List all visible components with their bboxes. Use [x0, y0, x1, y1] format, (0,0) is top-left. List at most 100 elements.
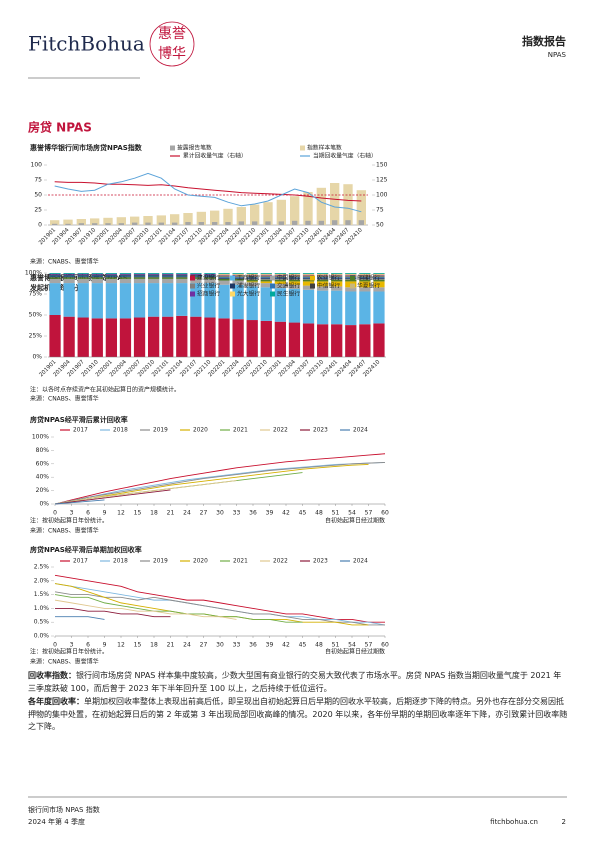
- bar-segment: [373, 273, 385, 275]
- y-tick-label: 50: [376, 222, 384, 229]
- bar-segment: [218, 278, 230, 279]
- y-tick-label: 1.0%: [34, 605, 50, 612]
- bar-segment: [359, 324, 371, 357]
- bar-segment: [218, 273, 230, 275]
- y-tick-label: 100%: [32, 434, 49, 441]
- bar-segment: [91, 278, 103, 284]
- bar-segment: [331, 324, 343, 357]
- legend-swatch: [190, 291, 195, 297]
- bar-segment: [105, 318, 118, 357]
- legend-label: 中国银行: [277, 274, 300, 282]
- bar-segment: [331, 273, 343, 275]
- bar-segment: [49, 277, 61, 279]
- legend-label: 2020: [193, 559, 208, 565]
- bar-segment: [373, 278, 385, 279]
- bar-segment: [147, 277, 160, 279]
- bar-segment: [316, 274, 329, 276]
- bar-segment: [190, 316, 202, 357]
- bar-segment: [373, 281, 385, 288]
- x-tick-label: 54: [348, 510, 356, 517]
- bar: [156, 215, 166, 225]
- bar-segment: [246, 278, 258, 280]
- bar-segment: [133, 273, 146, 274]
- bar-segment: [190, 276, 202, 278]
- bar-segment: [204, 277, 216, 279]
- y-tick-label: 75%: [29, 291, 43, 298]
- bar-segment: [246, 273, 258, 275]
- bar-segment: [316, 286, 329, 291]
- bar-segment: [331, 290, 343, 325]
- bar-segment: [373, 274, 385, 276]
- legend-swatch: [230, 291, 235, 297]
- y-tick-label: 25%: [29, 333, 43, 340]
- bar-segment: [77, 275, 89, 277]
- bar: [116, 217, 126, 225]
- bar-segment: [91, 276, 103, 278]
- bar-segment: [147, 283, 160, 317]
- x-tick-label: 51: [332, 642, 340, 649]
- bar-segment: [63, 316, 75, 357]
- legend-label: 2018: [113, 428, 128, 434]
- bar-segment: [105, 273, 118, 274]
- bar-segment: [260, 281, 272, 284]
- bar: [105, 223, 111, 225]
- bar: [292, 220, 298, 225]
- y-tick-label: 100: [31, 162, 43, 169]
- legend-swatch: [300, 145, 305, 151]
- bar-segment: [246, 275, 258, 277]
- bar: [212, 222, 218, 225]
- bar-segment: [302, 273, 315, 274]
- x-tick-label: 60: [381, 510, 389, 517]
- bar: [196, 211, 206, 225]
- legend-label: 招商银行: [197, 290, 220, 298]
- bar: [145, 222, 151, 225]
- bar-segment: [359, 273, 371, 274]
- bar-segment: [302, 323, 315, 357]
- bar-segment: [260, 275, 272, 277]
- bar-segment: [274, 321, 287, 357]
- bar-segment: [246, 276, 258, 278]
- legend-label: 2023: [313, 428, 328, 434]
- bar-segment: [176, 274, 188, 276]
- bar-segment: [288, 288, 301, 323]
- bar-segment: [274, 278, 287, 280]
- legend-label: 2022: [273, 428, 288, 434]
- bar-segment: [91, 283, 103, 319]
- bar-segment: [218, 284, 230, 319]
- legend-label: 2019: [153, 428, 168, 434]
- bar-segment: [246, 282, 258, 287]
- x-tick-label: 30: [216, 510, 224, 517]
- bar-segment: [246, 273, 258, 274]
- bar-segment: [218, 277, 230, 279]
- bar-segment: [91, 277, 103, 279]
- x-tick-label: 45: [299, 510, 307, 517]
- bar-segment: [359, 291, 371, 325]
- bar-segment: [316, 278, 329, 280]
- bar: [210, 210, 220, 225]
- bar-segment: [246, 320, 258, 357]
- bar-segment: [359, 276, 371, 278]
- bar-segment: [91, 273, 103, 275]
- legend-swatch: [270, 283, 275, 289]
- bar: [250, 204, 260, 225]
- bar-segment: [331, 276, 343, 278]
- legend-label: 2021: [233, 559, 248, 565]
- bar-segment: [274, 275, 287, 277]
- section-title: 房贷 NPAS: [28, 120, 92, 135]
- bar-segment: [162, 277, 174, 279]
- bar-segment: [260, 287, 272, 321]
- bar-segment: [302, 279, 315, 282]
- bar-segment: [232, 278, 244, 279]
- bar: [332, 220, 338, 225]
- x-tick-label: 0: [53, 642, 57, 649]
- bar-segment: [77, 273, 89, 274]
- bar-segment: [147, 276, 160, 278]
- bar-segment: [260, 277, 272, 279]
- bar-segment: [218, 274, 230, 276]
- paragraph-text: 银行间市场房贷 NPAS 样本集中度较高，少数大型国有商业银行的交易大致代表了市…: [28, 671, 562, 693]
- bar-segment: [345, 274, 357, 276]
- legend-label: 华夏银行: [357, 282, 380, 290]
- bar-segment: [373, 291, 385, 324]
- bar-segment: [232, 273, 244, 274]
- bar-segment: [260, 274, 272, 276]
